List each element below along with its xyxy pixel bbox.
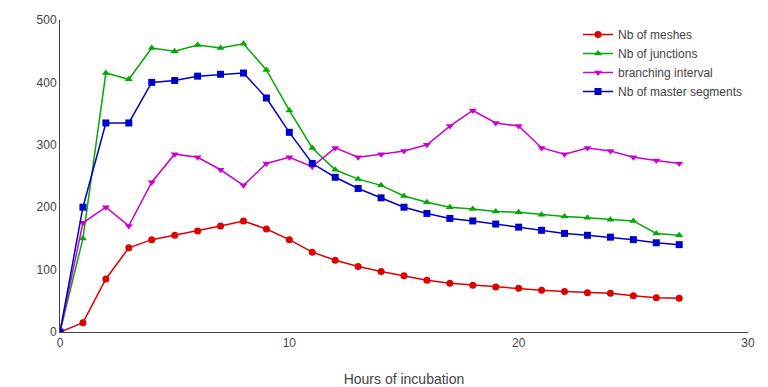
svg-text:200: 200	[37, 200, 57, 214]
svg-text:Nb of meshes: Nb of meshes	[618, 28, 692, 42]
svg-text:20: 20	[512, 336, 526, 350]
svg-text:10: 10	[283, 336, 297, 350]
svg-text:400: 400	[37, 76, 57, 90]
svg-text:branching interval: branching interval	[618, 66, 713, 80]
svg-text:Hours of incubation: Hours of incubation	[344, 371, 465, 387]
svg-text:500: 500	[37, 13, 57, 27]
svg-text:Nb of master segments: Nb of master segments	[618, 85, 742, 99]
svg-text:Nb of junctions: Nb of junctions	[618, 47, 697, 61]
svg-text:300: 300	[37, 138, 57, 152]
svg-text:30: 30	[741, 336, 755, 350]
svg-text:100: 100	[37, 263, 57, 277]
svg-text:0: 0	[57, 336, 64, 350]
svg-text:0: 0	[50, 325, 57, 339]
